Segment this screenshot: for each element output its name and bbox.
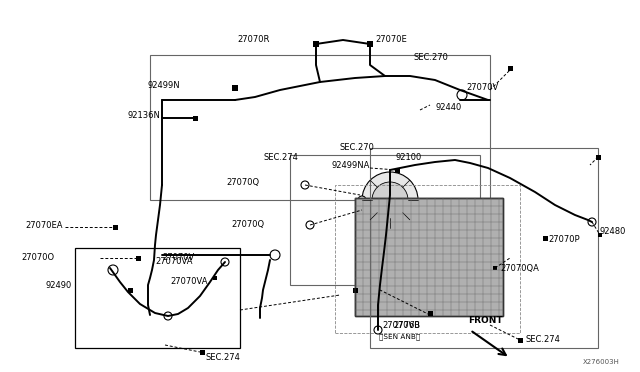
Bar	[200, 350, 205, 355]
Bar	[313, 41, 319, 47]
Bar	[150, 55, 490, 200]
Bar	[335, 185, 520, 333]
Circle shape	[108, 265, 118, 275]
Text: 27070O: 27070O	[22, 253, 55, 263]
Bar	[598, 233, 602, 237]
Bar	[290, 155, 480, 285]
Circle shape	[306, 221, 314, 229]
Circle shape	[374, 326, 382, 334]
Circle shape	[362, 172, 418, 228]
Text: 92136N: 92136N	[127, 110, 160, 119]
Circle shape	[358, 196, 366, 204]
Text: 27070P: 27070P	[548, 235, 580, 244]
Text: 92499N: 92499N	[147, 80, 180, 90]
Text: X276003H: X276003H	[583, 359, 620, 365]
Text: 92480: 92480	[600, 228, 627, 237]
Bar	[493, 266, 497, 270]
Text: 92490: 92490	[45, 280, 72, 289]
Bar	[355, 198, 503, 316]
Bar	[508, 65, 513, 71]
Bar	[113, 224, 118, 230]
Bar	[518, 337, 522, 343]
Bar	[595, 154, 600, 160]
Bar	[127, 288, 132, 292]
Text: 27760: 27760	[394, 321, 420, 330]
Bar	[367, 41, 373, 47]
Circle shape	[457, 90, 467, 100]
Text: SEC.270: SEC.270	[413, 54, 448, 62]
Text: 27070V: 27070V	[466, 83, 499, 93]
Text: SEC.274: SEC.274	[205, 353, 240, 362]
Text: 27070R: 27070R	[237, 35, 270, 44]
Bar	[370, 148, 598, 348]
Text: SEC.274: SEC.274	[263, 153, 298, 161]
Text: 27070QA: 27070QA	[500, 263, 539, 273]
Bar	[75, 248, 240, 348]
Circle shape	[301, 181, 309, 189]
Bar	[193, 115, 198, 121]
Bar	[136, 256, 141, 260]
Text: 〈SEN ANB〉: 〈SEN ANB〉	[379, 334, 420, 340]
Text: 27070V: 27070V	[163, 253, 195, 263]
Text: 27070EA: 27070EA	[25, 221, 63, 230]
Text: SEC.274: SEC.274	[525, 336, 560, 344]
Circle shape	[386, 224, 394, 232]
Text: 27070VB: 27070VB	[382, 321, 420, 330]
Text: SEC.270: SEC.270	[340, 144, 375, 153]
Bar	[353, 288, 358, 292]
Bar	[394, 167, 399, 173]
Bar	[232, 85, 238, 91]
Circle shape	[372, 182, 408, 218]
Circle shape	[221, 258, 229, 266]
Text: 27070Q: 27070Q	[227, 177, 260, 186]
Text: 27070VA: 27070VA	[155, 257, 193, 266]
Text: FRONT: FRONT	[468, 316, 502, 325]
Text: 92100: 92100	[395, 153, 421, 161]
Bar	[428, 311, 433, 315]
Circle shape	[588, 218, 596, 226]
Bar	[543, 235, 547, 241]
Bar	[213, 276, 217, 280]
Text: 27070Q: 27070Q	[232, 221, 265, 230]
Text: 92440: 92440	[435, 103, 461, 112]
Text: 92499NA: 92499NA	[332, 160, 370, 170]
Bar	[355, 198, 503, 316]
Circle shape	[270, 250, 280, 260]
Text: 27070E: 27070E	[375, 35, 407, 44]
Circle shape	[164, 312, 172, 320]
Text: 27070VA: 27070VA	[170, 278, 207, 286]
